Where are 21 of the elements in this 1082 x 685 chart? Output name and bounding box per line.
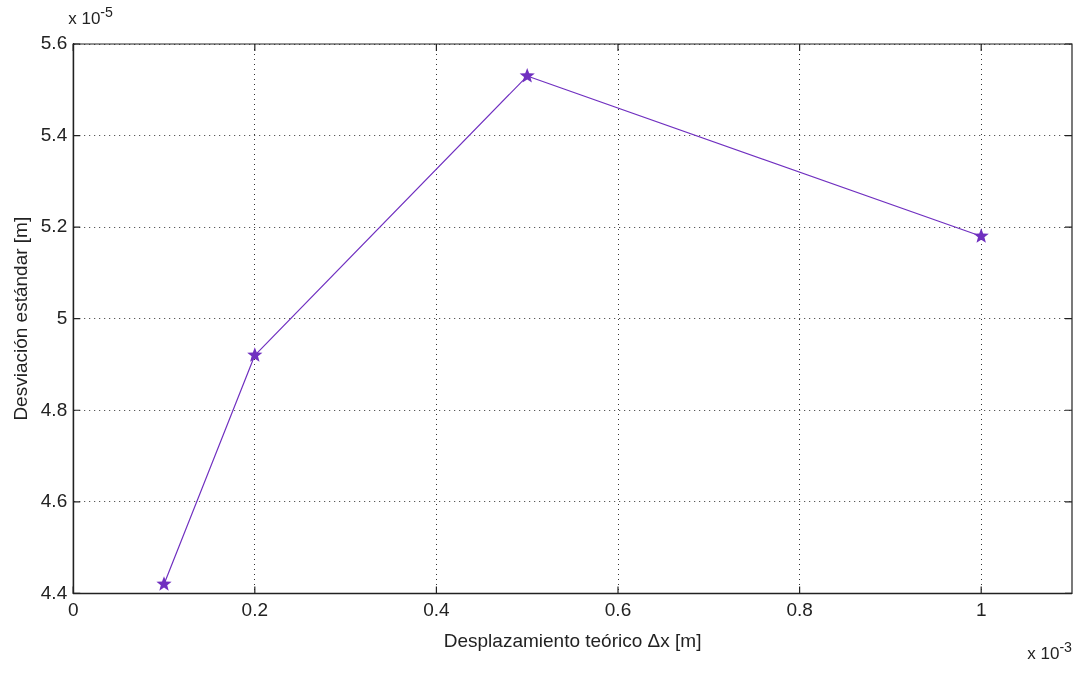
x-tick-label: 0.8 xyxy=(786,599,813,621)
y-axis-title: Desviación estándar [m] xyxy=(9,216,31,421)
point xyxy=(519,68,535,83)
y-tick-label: 5 xyxy=(56,306,68,328)
y-tick-label: 4.4 xyxy=(40,581,68,603)
y-tick-label: 5.6 xyxy=(40,32,68,54)
x-tick-label: 0.4 xyxy=(423,599,451,621)
x-axis-title: Desplazamiento teórico Δx [m] xyxy=(443,629,702,651)
point xyxy=(973,228,989,243)
x-tick-label: 0.6 xyxy=(604,599,632,621)
y-tick-label: 4.6 xyxy=(40,490,68,512)
x-tick-label: 0 xyxy=(67,599,79,621)
y-tick-label: 5.4 xyxy=(40,123,68,145)
x-tick-label: 1 xyxy=(975,599,987,621)
y-tick-label: 5.2 xyxy=(40,215,68,237)
y-tick-label: 4.8 xyxy=(40,398,68,420)
point xyxy=(247,347,263,362)
text: x 10$^{-5}$ xyxy=(68,4,113,29)
text: x 10$^{-3}$ xyxy=(1027,639,1072,665)
point xyxy=(156,576,172,591)
x-tick-label: 0.2 xyxy=(241,599,269,621)
